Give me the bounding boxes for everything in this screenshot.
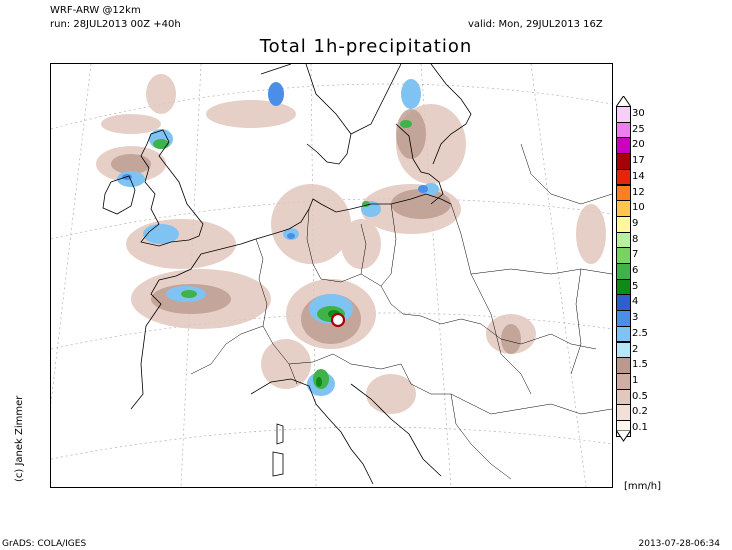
colorbar-label: 20: [632, 139, 645, 151]
colorbar-label: 30: [632, 108, 645, 119]
colorbar-label: 25: [632, 123, 645, 135]
colorbar-label: 6: [632, 265, 639, 276]
precipitation-map: [50, 63, 613, 488]
colorbar-label: 2: [632, 343, 639, 355]
colorbar-swatch: [616, 310, 631, 327]
colorbar-label: 12: [632, 186, 645, 198]
credit-label: (c) Janek Zimmer: [14, 395, 25, 482]
colorbar-swatch: [616, 215, 631, 233]
colorbar-label: 9: [632, 217, 639, 229]
colorbar-swatch: [616, 106, 631, 123]
colorbar-swatch: [616, 263, 631, 280]
colorbar-label: 2.5: [632, 327, 648, 339]
valid-label: valid: Mon, 29JUL2013 16Z: [468, 19, 603, 30]
colorbar-swatch: [616, 341, 631, 359]
colorbar-label: 5: [632, 280, 639, 292]
colorbar-label: 10: [632, 202, 645, 214]
colorbar-label: 4: [632, 296, 639, 308]
colorbar-swatch: [616, 357, 631, 374]
colorbar-label: 0.5: [632, 390, 648, 402]
footer-software: GrADS: COLA/IGES: [2, 539, 87, 549]
colorbar-swatch: [616, 121, 631, 139]
borders: [190, 143, 612, 480]
precipitation-field: [96, 74, 606, 414]
footer-timestamp: 2013-07-28-06:34: [638, 539, 721, 549]
colorbar-swatch: [616, 404, 631, 421]
colorbar-label: 0.2: [632, 406, 648, 418]
colorbar-swatch: [616, 231, 631, 249]
colorbar-bottom-arrow: [616, 430, 631, 442]
colorbar-swatch: [616, 153, 631, 170]
colorbar-swatch: [616, 294, 631, 312]
colorbar-swatch: [616, 184, 631, 202]
colorbar-label: 0.1: [632, 422, 648, 433]
colorbar-swatch: [616, 137, 631, 155]
colorbar-swatch: [616, 372, 631, 390]
colorbar-swatch: [616, 325, 631, 343]
map-title: Total 1h-precipitation: [259, 36, 473, 57]
colorbar-swatch: [616, 388, 631, 406]
colorbar-label: 3: [632, 312, 639, 324]
colorbar-swatch: [616, 247, 631, 264]
colorbar-swatch: [616, 200, 631, 217]
colorbar-label: 1: [632, 374, 639, 386]
colorbar-swatch: [616, 168, 631, 186]
colorbar-label: 1.5: [632, 359, 648, 371]
colorbar-label: 14: [632, 170, 645, 182]
model-label: WRF-ARW @12km: [50, 5, 141, 16]
colorbar-swatch: [616, 278, 631, 296]
run-label: run: 28JUL2013 00Z +40h: [50, 19, 181, 30]
coastlines: [102, 64, 472, 485]
colorbar-label: 17: [632, 155, 645, 167]
colorbar-label: 7: [632, 249, 639, 261]
map-canvas: [51, 64, 612, 487]
colorbar-label: 8: [632, 233, 639, 245]
colorbar-unit: [mm/h]: [624, 481, 661, 492]
